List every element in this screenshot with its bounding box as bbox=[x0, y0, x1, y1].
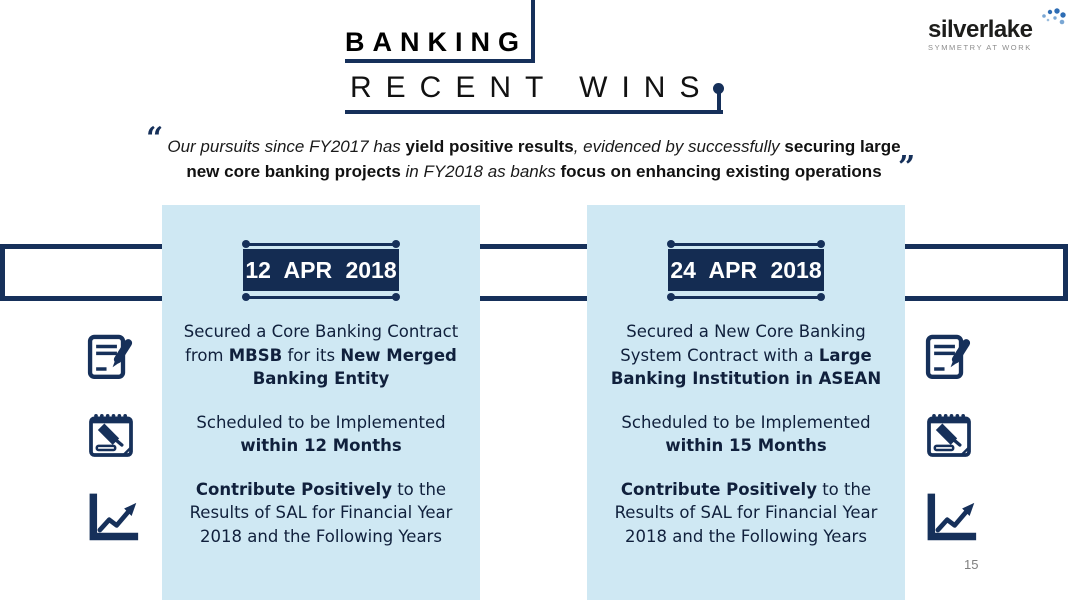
ribbon-band bbox=[0, 244, 1068, 301]
contract-signing-icon bbox=[87, 334, 133, 379]
slide-title-primary: BANKING bbox=[345, 27, 527, 57]
badge-dot bbox=[242, 240, 250, 248]
logo-tagline: SYMMETRY AT WORK bbox=[928, 43, 1032, 52]
logo-wordmark: silverlake bbox=[928, 16, 1033, 43]
badge-dot bbox=[392, 293, 400, 301]
quote-text: Our pursuits since FY2017 has yield posi… bbox=[160, 134, 908, 184]
date-badge-left: 12 APR 2018 bbox=[243, 249, 399, 291]
logo-dots-icon bbox=[1042, 8, 1066, 25]
open-quote-mark: “ bbox=[146, 121, 164, 156]
title-bottom-line bbox=[345, 110, 723, 114]
title-end-dot bbox=[713, 83, 724, 94]
date-badge-right: 24 APR 2018 bbox=[668, 249, 824, 291]
badge-top-line bbox=[247, 243, 395, 246]
quote-line-2: new core banking projects in FY2018 as b… bbox=[186, 162, 882, 181]
title-end-tick bbox=[717, 91, 721, 111]
page-number: 15 bbox=[964, 557, 979, 572]
panel-paragraph: Secured a Core Banking Contract from MBS… bbox=[183, 322, 459, 388]
growth-chart-icon bbox=[89, 493, 139, 541]
title-top-line bbox=[531, 0, 535, 60]
panel-paragraph: Secured a New Core Banking System Contra… bbox=[610, 322, 882, 388]
win-panel-right: Secured a New Core Banking System Contra… bbox=[587, 205, 905, 600]
panel-paragraph: Scheduled to be Implemented within 15 Mo… bbox=[621, 412, 871, 456]
badge-dot bbox=[667, 240, 675, 248]
panel-right-text: Secured a New Core Banking System Contra… bbox=[595, 320, 897, 568]
gavel-calendar-icon bbox=[89, 414, 133, 457]
company-logo: silverlake SYMMETRY AT WORK bbox=[928, 16, 1053, 53]
badge-bottom-line bbox=[247, 296, 395, 299]
panel-left-text: Secured a Core Banking Contract from MBS… bbox=[170, 320, 472, 568]
badge-bottom-line bbox=[672, 296, 820, 299]
badge-dot bbox=[667, 293, 675, 301]
panel-paragraph: Contribute Positively to the Results of … bbox=[614, 479, 878, 546]
badge-dot bbox=[392, 240, 400, 248]
title-divider bbox=[345, 59, 535, 63]
badge-dot bbox=[817, 240, 825, 248]
close-quote-mark: ” bbox=[898, 150, 916, 185]
badge-dot bbox=[242, 293, 250, 301]
gavel-calendar-icon bbox=[927, 414, 971, 457]
panel-paragraph: Scheduled to be Implemented within 12 Mo… bbox=[196, 412, 446, 456]
contract-signing-icon bbox=[925, 334, 971, 379]
panel-paragraph: Contribute Positively to the Results of … bbox=[189, 479, 453, 546]
quote-line-1: Our pursuits since FY2017 has yield posi… bbox=[167, 137, 901, 156]
badge-dot bbox=[817, 293, 825, 301]
growth-chart-icon bbox=[927, 493, 977, 541]
badge-top-line bbox=[672, 243, 820, 246]
slide-title-secondary: RECENT WINS bbox=[350, 71, 714, 104]
